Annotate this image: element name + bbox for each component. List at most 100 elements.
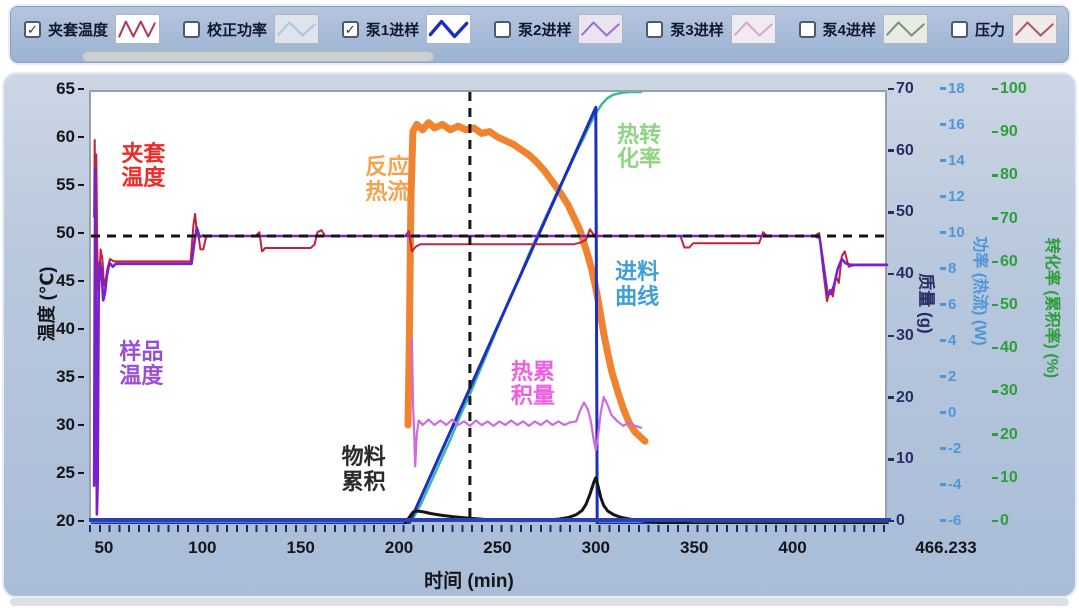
x-axis-line (89, 518, 891, 522)
y-tick-power: 4 (940, 332, 956, 349)
x-tick: 400 (778, 538, 807, 557)
y-tick-temp: 30 (28, 415, 84, 435)
legend-checkbox-pump2-feed[interactable] (494, 20, 512, 38)
legend-item-pump2-feed: 泵2进样 (494, 14, 624, 44)
chart-canvas (91, 92, 889, 524)
legend-items-row: ✓ 夹套温度 校正功率 ✓ 泵1进样 泵2进样 泵3进样 泵4进样 压力 (24, 12, 1057, 46)
legend-item-label: 泵3进样 (670, 21, 724, 39)
y-tick-power: 14 (940, 152, 965, 169)
y-tick-power: 8 (940, 260, 956, 277)
y-tick-temp: 60 (28, 127, 84, 147)
legend-item-label: 校正功率 (206, 21, 267, 39)
legend-checkbox-pump3-feed[interactable] (646, 20, 664, 38)
y-tick-power: 12 (940, 188, 965, 205)
legend-item-calibration-power: 校正功率 (182, 14, 319, 44)
conversion-axis-label: 转化率 (累积率) (%) (1043, 237, 1060, 379)
x-tick: 300 (581, 538, 610, 557)
legend-checkbox-calibration-power[interactable] (182, 20, 200, 38)
series-jacket-temp (93, 139, 888, 303)
y-tick-conversion: 20 (992, 426, 1018, 444)
legend-item-label: 泵2进样 (518, 21, 572, 39)
legend-item-label: 泵1进样 (365, 21, 420, 39)
legend-item-pump3-feed: 泵3进样 (646, 14, 776, 44)
y-tick-power: 10 (940, 224, 965, 241)
y-tick-conversion: 30 (992, 382, 1018, 400)
plot-area[interactable]: 夹套 温度 样品 温度 反应 热流 热转 化率 进料 曲线 热累 积量 物料 累积 (89, 90, 889, 524)
y-tick-conversion: 80 (992, 166, 1018, 184)
mass-axis-label: 质量 (g) (916, 273, 936, 334)
y-tick-mass: 20 (888, 389, 914, 407)
chart-panel: 夹套 温度 样品 温度 反应 热流 热转 化率 进料 曲线 热累 积量 物料 累积 温度 (… (2, 72, 1077, 598)
y-tick-mass: 60 (888, 142, 914, 160)
y-tick-power: 16 (940, 116, 965, 133)
legend-scrollbar[interactable] (82, 51, 434, 62)
y-tick-conversion: 0 (992, 512, 1009, 530)
y-tick-power: -4 (940, 476, 961, 493)
legend-item-pump1-feed: ✓ 泵1进样 (341, 14, 472, 44)
series-reaction-heat-flow (404, 119, 649, 445)
x-axis-minor-ticks (89, 525, 889, 532)
legend-toolbar: ✓ 夹套温度 校正功率 ✓ 泵1进样 泵2进样 泵3进样 泵4进样 压力 (8, 4, 1071, 65)
y-tick-conversion: 40 (992, 339, 1018, 357)
x-axis-end-time-label: 466.233 (915, 538, 977, 557)
legend-item-pump4-feed: 泵4进样 (798, 14, 929, 44)
window-bottom-edge (10, 598, 1069, 606)
x-tick: 250 (483, 538, 512, 557)
legend-checkbox-jacket-temp[interactable]: ✓ (24, 20, 41, 38)
series-feed-curve (91, 105, 889, 524)
y-tick-conversion: 90 (992, 123, 1018, 141)
y-tick-mass: 10 (888, 450, 914, 468)
y-tick-conversion: 60 (992, 253, 1018, 271)
power-axis-label: 功率 (热流) (W) (971, 236, 988, 346)
series-material-accumulation (403, 476, 889, 524)
legend-item-label: 压力 (974, 21, 1005, 39)
zigzag-icon (578, 14, 624, 44)
y-tick-mass: 0 (888, 512, 905, 530)
y-tick-conversion: 100 (992, 80, 1027, 98)
zigzag-icon (883, 14, 929, 44)
y-tick-conversion: 50 (992, 296, 1018, 314)
y-tick-mass: 40 (888, 265, 914, 283)
x-axis-label: 时间 (min) (424, 571, 514, 592)
zigzag-bold-icon (426, 14, 472, 44)
y-tick-temp: 45 (28, 271, 84, 291)
y-tick-power: 6 (940, 296, 956, 313)
y-tick-temp: 20 (28, 511, 84, 531)
y-tick-power: 0 (940, 404, 956, 421)
series-sample-temp (92, 167, 889, 516)
y-tick-mass: 50 (888, 203, 914, 221)
series-heat-conversion (405, 92, 643, 524)
legend-checkbox-pressure[interactable] (950, 20, 968, 38)
zigzag-icon (1011, 14, 1057, 44)
y-tick-temp: 25 (28, 463, 84, 483)
y-tick-temp: 50 (28, 223, 84, 243)
y-tick-mass: 70 (888, 80, 914, 98)
legend-checkbox-pump1-feed[interactable]: ✓ (341, 20, 359, 38)
x-tick: 200 (384, 538, 414, 557)
legend-item-label: 夹套温度 (48, 21, 109, 39)
y-tick-temp: 55 (28, 175, 84, 195)
legend-item-pressure: 压力 (950, 14, 1057, 44)
x-tick: 50 (94, 538, 114, 557)
y-tick-temp: 35 (28, 367, 84, 387)
zigzag-w-icon (115, 14, 161, 44)
y-tick-temp: 40 (28, 319, 84, 339)
y-tick-power: -6 (940, 512, 961, 529)
legend-checkbox-pump4-feed[interactable] (798, 20, 816, 38)
legend-item-label: 泵4进样 (822, 21, 877, 39)
x-tick: 100 (188, 538, 217, 557)
y-tick-conversion: 70 (992, 210, 1018, 228)
y-tick-power: 18 (940, 80, 965, 97)
y-tick-mass: 30 (888, 327, 914, 345)
temp-axis-label: 温度 (℃) (37, 266, 57, 342)
series-heat-accumulation (410, 337, 643, 468)
legend-item-jacket-temp: ✓ 夹套温度 (24, 14, 161, 44)
zigzag-icon (730, 14, 776, 44)
y-tick-power: 2 (940, 368, 956, 385)
y-tick-power: -2 (940, 440, 961, 457)
y-tick-temp: 65 (28, 79, 84, 99)
x-tick: 150 (286, 538, 315, 557)
y-tick-conversion: 10 (992, 469, 1018, 487)
zigzag-icon (273, 14, 319, 44)
